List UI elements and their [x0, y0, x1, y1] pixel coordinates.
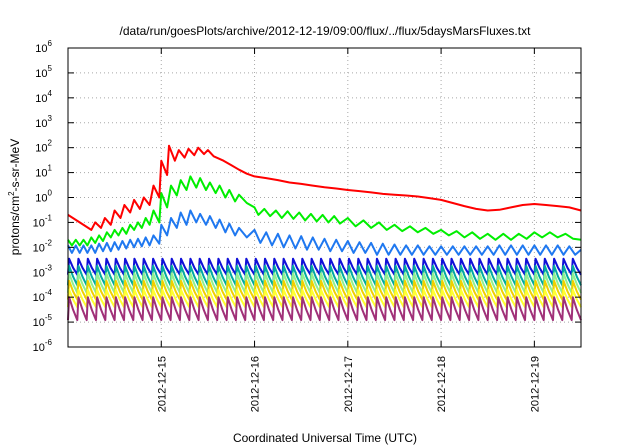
y-tick-label: 101: [35, 164, 52, 180]
y-axis-label-base: protons/cm: [8, 196, 22, 255]
y-tick-base: 10: [35, 143, 47, 155]
x-axis-ticks: 2012-12-15 2012-12-16 2012-12-17 2012-12-18…: [156, 48, 541, 412]
y-tick-exp: 3: [48, 114, 53, 123]
x-tick-label: 2012-12-18: [436, 356, 448, 412]
y-tick-label: 103: [35, 114, 52, 130]
y-tick-label: 10-1: [33, 213, 53, 229]
y-tick-label: 10-4: [33, 288, 53, 304]
y-tick-base: 10: [35, 168, 47, 180]
y-tick-exp: 5: [48, 64, 53, 73]
y-tick-exp: 6: [48, 39, 53, 48]
y-tick-exp: -4: [45, 288, 53, 297]
y-tick-base: 10: [33, 267, 45, 279]
chart-title: /data/run/goesPlots/archive/2012-12-19/0…: [120, 24, 532, 38]
x-tick-label: 2012-12-15: [156, 356, 168, 412]
x-axis-label: Coordinated Universal Time (UTC): [233, 431, 417, 445]
y-tick-exp: -5: [45, 313, 53, 322]
y-tick-base: 10: [33, 242, 45, 254]
series-line-9: [67, 296, 582, 322]
y-tick-label: 10-5: [33, 313, 53, 329]
y-tick-base: 10: [33, 317, 45, 329]
y-tick-label: 100: [35, 189, 52, 205]
plot-series: [67, 144, 582, 322]
x-tick-label: 2012-12-17: [343, 356, 355, 412]
y-tick-base: 10: [35, 93, 47, 105]
y-tick-label: 106: [35, 39, 52, 55]
series-line-2: [67, 175, 582, 247]
y-tick-base: 10: [35, 118, 47, 130]
y-tick-base: 10: [33, 217, 45, 229]
x-tick-label: 2012-12-19: [529, 356, 541, 412]
y-tick-exp: 2: [48, 139, 53, 148]
y-tick-exp: 0: [48, 189, 53, 198]
y-tick-base: 10: [35, 43, 47, 55]
y-tick-exp: -3: [45, 263, 53, 272]
y-axis-ticks: 10-610-510-410-310-210-11001011021031041…: [33, 39, 581, 354]
y-axis-label-sup: 2: [7, 191, 16, 196]
y-tick-label: 102: [35, 139, 52, 155]
y-axis-label-rest: -s-sr-MeV: [8, 139, 22, 192]
y-tick-label: 104: [35, 89, 52, 105]
y-tick-label: 10-2: [33, 238, 53, 254]
y-tick-exp: -2: [45, 238, 53, 247]
y-tick-exp: -1: [45, 213, 53, 222]
y-tick-base: 10: [33, 292, 45, 304]
series-line-1: [67, 144, 582, 231]
y-axis-label: protons/cm2-s-sr-MeV: [7, 139, 22, 255]
y-tick-exp: 4: [48, 89, 53, 98]
y-tick-label: 10-3: [33, 263, 53, 279]
series-line-3: [67, 209, 582, 256]
y-tick-label: 10-6: [33, 338, 53, 354]
y-tick-base: 10: [35, 193, 47, 205]
y-tick-base: 10: [33, 342, 45, 354]
y-tick-exp: 1: [48, 164, 53, 173]
y-tick-exp: -6: [45, 338, 53, 347]
y-tick-base: 10: [35, 68, 47, 80]
y-tick-label: 105: [35, 64, 52, 80]
x-tick-label: 2012-12-16: [250, 356, 262, 412]
